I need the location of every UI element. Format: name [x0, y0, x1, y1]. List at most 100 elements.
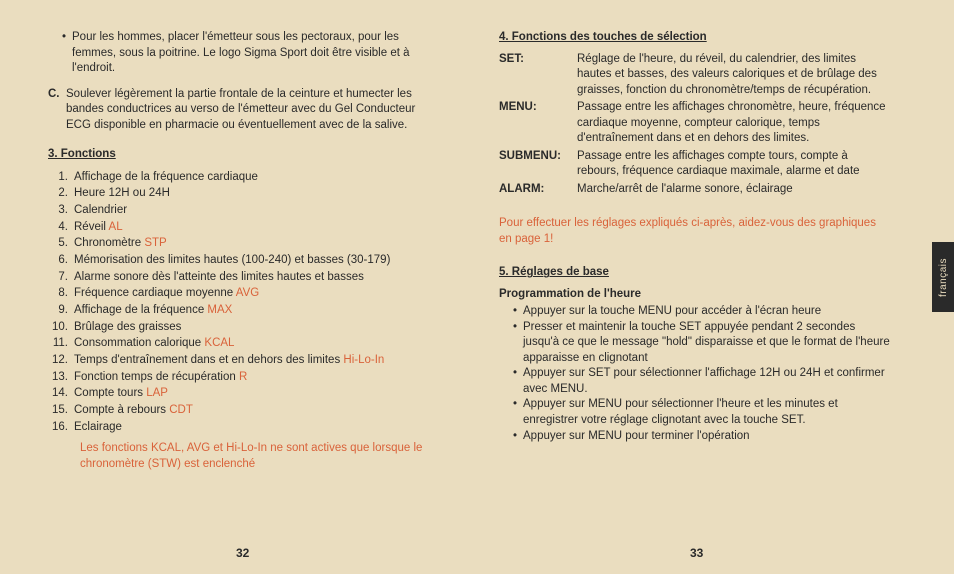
function-item: 6.Mémorisation des limites hautes (100-2…: [48, 252, 439, 269]
function-item-number: 8.: [48, 285, 74, 302]
function-item-number: 9.: [48, 302, 74, 319]
function-item-number: 6.: [48, 252, 74, 269]
function-item-text: Eclairage: [74, 419, 439, 436]
function-item-code: R: [239, 371, 247, 383]
function-item: 16.Eclairage: [48, 419, 439, 436]
function-item-code: STP: [144, 237, 166, 249]
definition-desc: Marche/arrêt de l'alarme sonore, éclaira…: [577, 182, 890, 198]
definition-row: SUBMENU:Passage entre les affichages com…: [499, 149, 890, 180]
programming-step: •Presser et maintenir la touche SET appu…: [513, 320, 890, 367]
page-number-right: 33: [690, 546, 703, 560]
step-c-letter: C.: [48, 87, 66, 134]
function-item-number: 4.: [48, 219, 74, 236]
intro-bullet-text: Pour les hommes, placer l'émetteur sous …: [72, 30, 439, 77]
section-4-heading: 4. Fonctions des touches de sélection: [499, 30, 890, 46]
definition-term: SUBMENU:: [499, 149, 577, 180]
programming-step: •Appuyer sur la touche MENU pour accéder…: [513, 304, 890, 320]
function-item-code: MAX: [207, 304, 232, 316]
programming-steps: •Appuyer sur la touche MENU pour accéder…: [499, 304, 890, 444]
programming-step: •Appuyer sur MENU pour terminer l'opérat…: [513, 429, 890, 445]
programming-step-text: Appuyer sur SET pour sélectionner l'affi…: [523, 366, 890, 397]
function-item-text: Brûlage des graisses: [74, 319, 439, 336]
function-item: 7.Alarme sonore dès l'atteinte des limit…: [48, 269, 439, 286]
definition-row: MENU:Passage entre les affichages chrono…: [499, 100, 890, 147]
function-item: 8.Fréquence cardiaque moyenne AVG: [48, 285, 439, 302]
function-item-number: 5.: [48, 235, 74, 252]
functions-note: Les fonctions KCAL, AVG et Hi-Lo-In ne s…: [48, 441, 439, 472]
function-item: 13.Fonction temps de récupération R: [48, 369, 439, 386]
bullet-icon: •: [513, 397, 523, 428]
function-item: 10.Brûlage des graisses: [48, 319, 439, 336]
function-item-text: Heure 12H ou 24H: [74, 185, 439, 202]
page-right: 4. Fonctions des touches de sélection SE…: [469, 30, 914, 564]
function-item-text: Fréquence cardiaque moyenne AVG: [74, 285, 439, 302]
function-item-text: Temps d'entraînement dans et en dehors d…: [74, 352, 439, 369]
bullet-icon: •: [513, 366, 523, 397]
function-item: 5.Chronomètre STP: [48, 235, 439, 252]
step-c: C. Soulever légèrement la partie frontal…: [48, 87, 439, 134]
definition-term: MENU:: [499, 100, 577, 147]
definition-term: ALARM:: [499, 182, 577, 198]
programming-subhead: Programmation de l'heure: [499, 287, 890, 303]
function-item: 15.Compte à rebours CDT: [48, 402, 439, 419]
functions-list: 1.Affichage de la fréquence cardiaque2.H…: [48, 169, 439, 436]
function-item-code: Hi-Lo-In: [343, 354, 384, 366]
programming-step-text: Appuyer sur MENU pour sélectionner l'heu…: [523, 397, 890, 428]
bullet-icon: •: [513, 429, 523, 445]
function-item-code: LAP: [146, 387, 168, 399]
function-item-number: 2.: [48, 185, 74, 202]
programming-step-text: Appuyer sur la touche MENU pour accéder …: [523, 304, 890, 320]
definition-row: ALARM:Marche/arrêt de l'alarme sonore, é…: [499, 182, 890, 198]
function-item-number: 16.: [48, 419, 74, 436]
bullet-icon: •: [513, 320, 523, 367]
language-tab-label: français: [938, 257, 949, 296]
page-left: • Pour les hommes, placer l'émetteur sou…: [40, 30, 469, 564]
manual-spread: • Pour les hommes, placer l'émetteur sou…: [0, 0, 954, 574]
function-item-text: Consommation calorique KCAL: [74, 335, 439, 352]
function-item-text: Réveil AL: [74, 219, 439, 236]
function-item: 2.Heure 12H ou 24H: [48, 185, 439, 202]
function-item-text: Chronomètre STP: [74, 235, 439, 252]
function-item-number: 15.: [48, 402, 74, 419]
definition-row: SET:Réglage de l'heure, du réveil, du ca…: [499, 52, 890, 99]
programming-step: •Appuyer sur MENU pour sélectionner l'he…: [513, 397, 890, 428]
definition-term: SET:: [499, 52, 577, 99]
programming-step-text: Presser et maintenir la touche SET appuy…: [523, 320, 890, 367]
instruction-note-red: Pour effectuer les réglages expliqués ci…: [499, 215, 890, 247]
function-item-text: Affichage de la fréquence cardiaque: [74, 169, 439, 186]
page-number-left: 32: [236, 546, 249, 560]
step-c-text: Soulever légèrement la partie frontale d…: [66, 87, 439, 134]
function-item-text: Compte tours LAP: [74, 385, 439, 402]
function-item-number: 1.: [48, 169, 74, 186]
function-item-number: 12.: [48, 352, 74, 369]
function-item-code: AVG: [236, 287, 259, 299]
function-item-text: Calendrier: [74, 202, 439, 219]
function-item-number: 3.: [48, 202, 74, 219]
function-item: 12.Temps d'entraînement dans et en dehor…: [48, 352, 439, 369]
section-5-heading: 5. Réglages de base: [499, 265, 890, 281]
function-item-text: Affichage de la fréquence MAX: [74, 302, 439, 319]
bullet-icon: •: [62, 30, 72, 77]
definition-desc: Réglage de l'heure, du réveil, du calend…: [577, 52, 890, 99]
function-item-text: Alarme sonore dès l'atteinte des limites…: [74, 269, 439, 286]
function-item-text: Fonction temps de récupération R: [74, 369, 439, 386]
definition-desc: Passage entre les affichages chronomètre…: [577, 100, 890, 147]
intro-bullet-block: • Pour les hommes, placer l'émetteur sou…: [48, 30, 439, 77]
function-item: 4.Réveil AL: [48, 219, 439, 236]
function-item: 9.Affichage de la fréquence MAX: [48, 302, 439, 319]
section-3-heading: 3. Fonctions: [48, 147, 439, 163]
definition-desc: Passage entre les affichages compte tour…: [577, 149, 890, 180]
function-item: 11.Consommation calorique KCAL: [48, 335, 439, 352]
function-item-number: 11.: [48, 335, 74, 352]
programming-step-text: Appuyer sur MENU pour terminer l'opérati…: [523, 429, 890, 445]
function-item: 3.Calendrier: [48, 202, 439, 219]
function-item-code: AL: [109, 221, 123, 233]
function-item-code: KCAL: [204, 337, 234, 349]
function-item-code: CDT: [169, 404, 193, 416]
bullet-icon: •: [513, 304, 523, 320]
function-item-text: Mémorisation des limites hautes (100-240…: [74, 252, 439, 269]
function-item-number: 7.: [48, 269, 74, 286]
button-definitions: SET:Réglage de l'heure, du réveil, du ca…: [499, 52, 890, 198]
function-item-text: Compte à rebours CDT: [74, 402, 439, 419]
language-tab: français: [932, 242, 954, 312]
